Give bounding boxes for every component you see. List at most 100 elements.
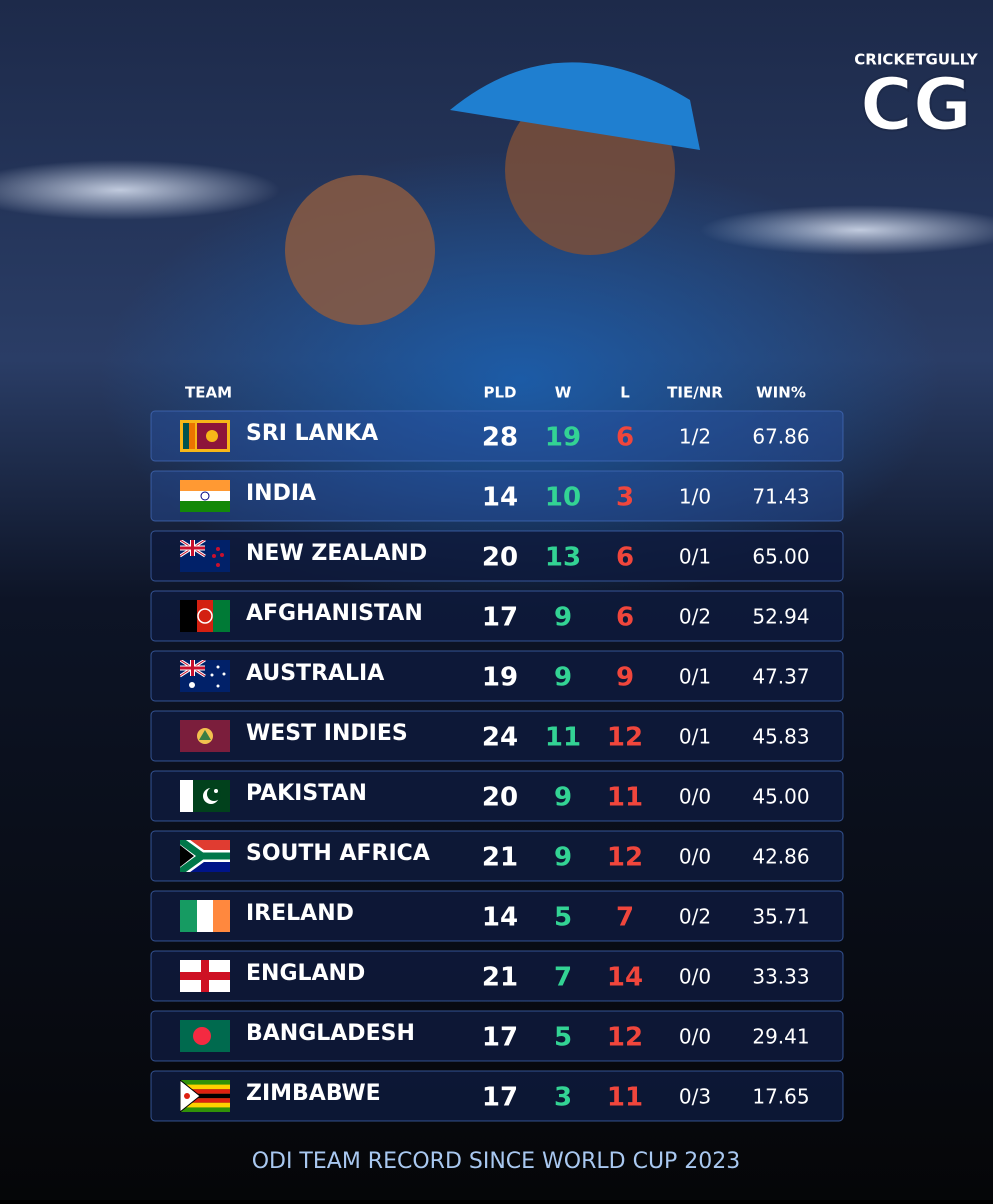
player-head [285,175,435,325]
stat-cell: 0/1 [679,665,711,689]
stat-cell: 3 [616,483,634,513]
stat-cell: 12 [607,1023,643,1053]
stat-cell: 52.94 [752,605,809,629]
stat-cell: 9 [554,663,572,693]
table-row: ENGLAND 21 7 14 0/0 33.33 [150,950,844,1002]
team-flag [180,780,230,812]
stat-cell: 0/2 [679,905,711,929]
stat-cell: 67.86 [752,425,809,449]
stat-cell: 12 [607,843,643,873]
row-background [150,530,844,582]
team-flag [180,420,230,452]
stat-cell: 5 [554,1023,572,1053]
stat-cell: 14 [607,963,643,993]
table-row: SOUTH AFRICA 21 9 12 0/0 42.86 [150,830,844,882]
stat-cell: 0/1 [679,545,711,569]
stat-cell: 6 [616,603,634,633]
stat-cell: 17 [482,603,518,633]
stat-cell: 7 [616,903,634,933]
stat-cell: 35.71 [752,905,809,929]
stat-cell: 1/0 [679,485,711,509]
stat-cell: 0/2 [679,605,711,629]
team-flag [180,900,230,932]
row-background [150,890,844,942]
row-background [150,590,844,642]
row-background [150,950,844,1002]
stat-cell: 7 [554,963,572,993]
cap [450,62,700,150]
logo: CRICKETGULLY CG [854,51,979,148]
stat-cell: 21 [482,843,518,873]
stat-cell: 29.41 [752,1025,809,1049]
team-flag [180,480,230,512]
stat-cell: 6 [616,423,634,453]
team-name: BANGLADESH [246,1021,415,1046]
stadium-light [0,160,280,220]
table-row: AFGHANISTAN 17 9 6 0/2 52.94 [150,590,844,642]
team-flag [180,840,230,872]
team-name: SOUTH AFRICA [246,841,430,866]
team-name: IRELAND [246,901,354,926]
stat-cell: 0/0 [679,965,711,989]
team-name: ENGLAND [246,961,365,986]
stat-cell: 24 [482,723,518,753]
stat-cell: 9 [554,843,572,873]
logo-mark: CG [860,63,972,147]
team-name: INDIA [246,481,316,506]
stat-cell: 28 [482,423,518,453]
table-row: SRI LANKA 28 19 6 1/2 67.86 [150,410,844,462]
stat-cell: 45.83 [752,725,809,749]
stat-cell: 6 [616,543,634,573]
row-background [150,770,844,822]
team-name: SRI LANKA [246,421,378,446]
stat-cell: 14 [482,903,518,933]
stat-cell: 71.43 [752,485,809,509]
stat-cell: 10 [545,483,581,513]
team-name: NEW ZEALAND [246,541,427,566]
logo-brand: CRICKETGULLY [854,51,979,69]
stat-cell: 17.65 [752,1085,809,1109]
stat-cell: 1/2 [679,425,711,449]
stat-cell: 19 [482,663,518,693]
stat-cell: 9 [554,603,572,633]
stat-cell: 12 [607,723,643,753]
table-row: NEW ZEALAND 20 13 6 0/1 65.00 [150,530,844,582]
stat-cell: 14 [482,483,518,513]
table-row: INDIA 14 10 3 1/0 71.43 [150,470,844,522]
column-header: TIE/NR [667,384,723,402]
table-row: WEST INDIES 24 11 12 0/1 45.83 [150,710,844,762]
stat-cell: 45.00 [752,785,809,809]
team-name: AFGHANISTAN [246,601,423,626]
stat-cell: 11 [607,783,643,813]
stat-cell: 0/0 [679,785,711,809]
column-header: L [620,384,630,402]
table-row: IRELAND 14 5 7 0/2 35.71 [150,890,844,942]
stat-cell: 13 [545,543,581,573]
row-background [150,830,844,882]
footer-title: ODI TEAM RECORD SINCE WORLD CUP 2023 [252,1149,741,1174]
row-background [150,710,844,762]
team-flag [180,720,230,752]
stat-cell: 11 [607,1083,643,1113]
row-background [150,470,844,522]
team-name: ZIMBABWE [246,1081,381,1106]
column-header: W [555,384,572,402]
stat-cell: 9 [554,783,572,813]
row-background [150,1070,844,1122]
stat-cell: 0/0 [679,845,711,869]
stat-cell: 5 [554,903,572,933]
row-background [150,650,844,702]
team-flag [180,540,230,572]
stat-cell: 11 [545,723,581,753]
table-row: BANGLADESH 17 5 12 0/0 29.41 [150,1010,844,1062]
team-flag [180,660,230,692]
team-name: PAKISTAN [246,781,367,806]
stat-cell: 19 [545,423,581,453]
team-flag [180,1020,230,1052]
column-header: TEAM [185,384,232,402]
stat-cell: 0/1 [679,725,711,749]
stat-cell: 17 [482,1023,518,1053]
standings-table: TEAM PLD W L TIE/NR WIN% SRI LANKA 28 19 6 1/2 67.8… [150,384,844,1122]
